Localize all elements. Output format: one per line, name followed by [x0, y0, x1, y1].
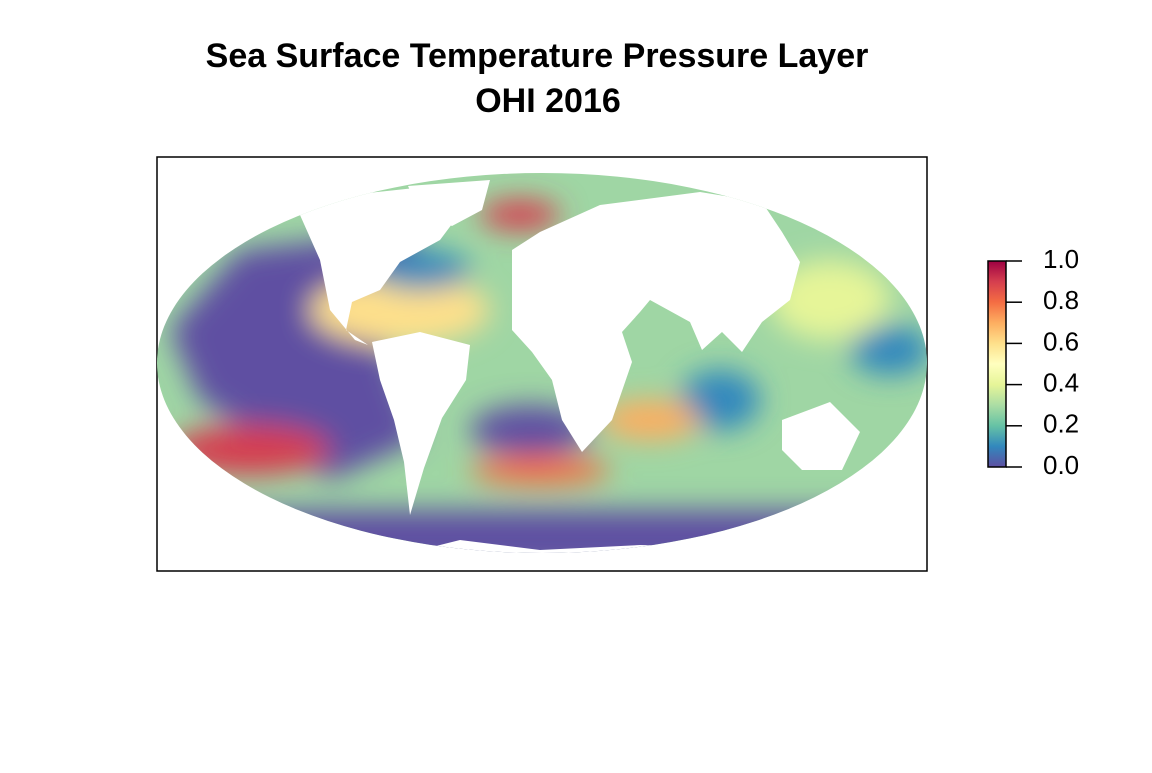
colorbar-tick-label: 0.8: [1043, 285, 1079, 315]
subtitle: OHI 2016: [475, 82, 621, 120]
colorbar-tick-label: 0.4: [1043, 367, 1079, 397]
map-frame: [156, 156, 928, 572]
title: Sea Surface Temperature Pressure Layer: [206, 37, 869, 75]
colorbar-tick-label: 1.0: [1043, 244, 1079, 274]
colorbar-tick-label: 0.2: [1043, 409, 1079, 439]
sst-map: [157, 173, 927, 553]
colorbar-tick-label: 0.6: [1043, 326, 1079, 356]
colorbar-tick-label: 0.0: [1043, 450, 1079, 480]
colorbar: [987, 260, 1007, 468]
